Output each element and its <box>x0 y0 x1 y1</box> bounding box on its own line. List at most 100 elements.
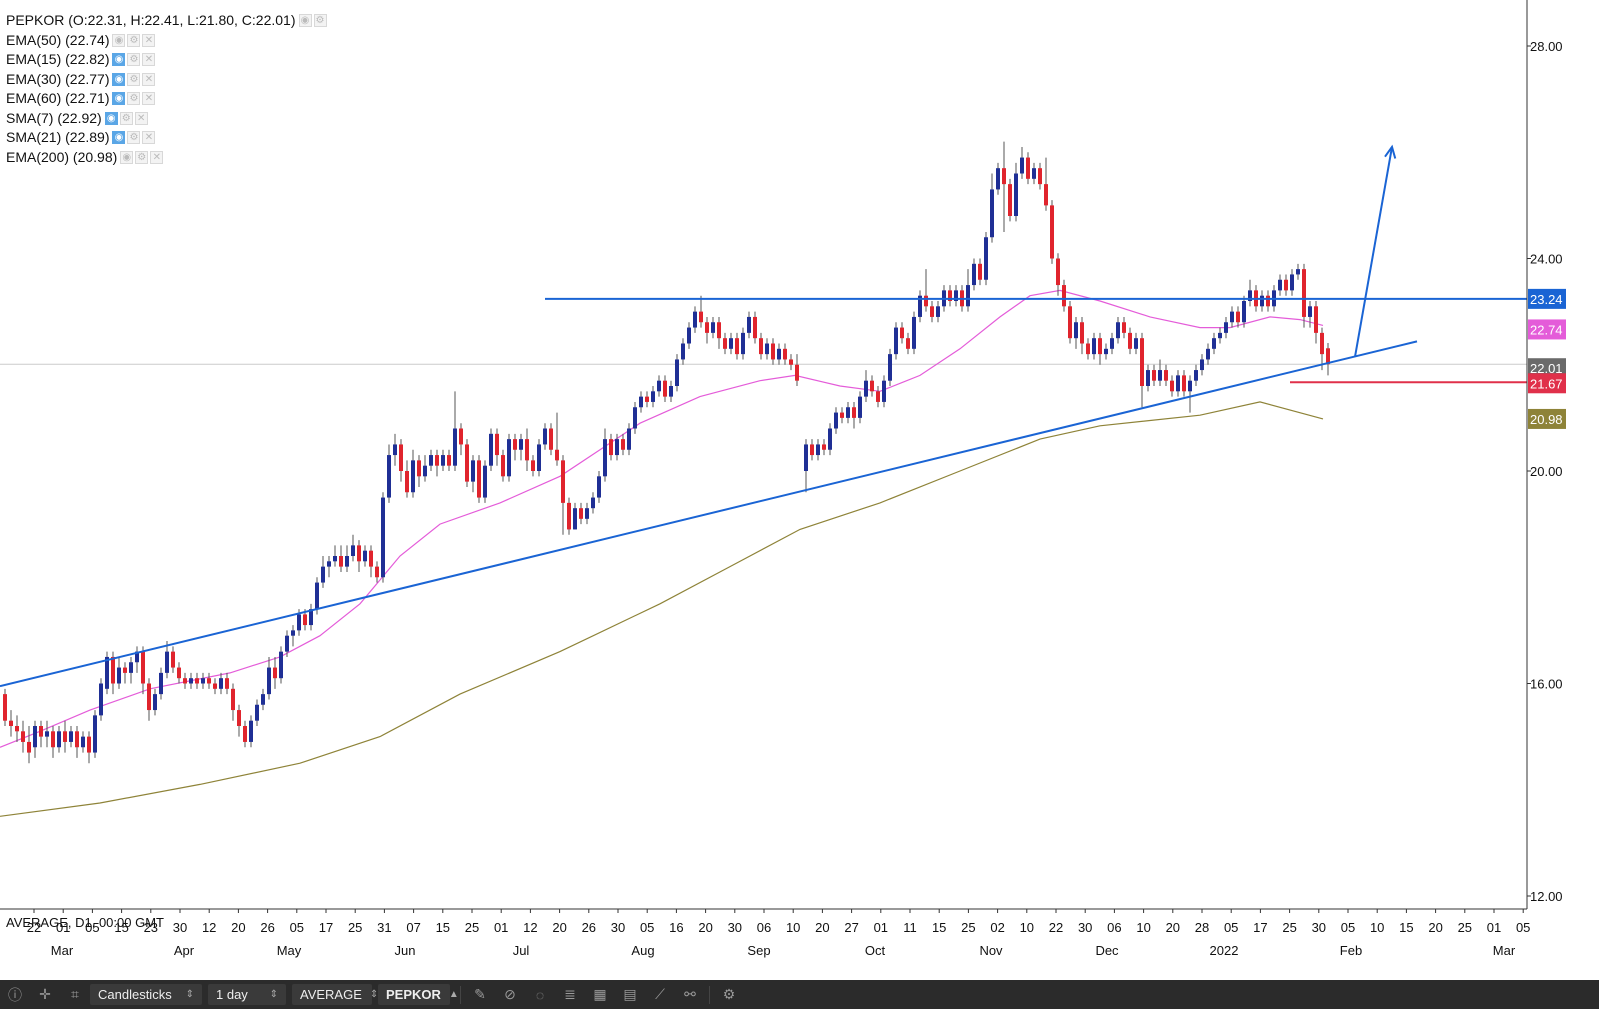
candle <box>321 556 325 588</box>
gear-icon[interactable]: ⚙ <box>127 131 141 145</box>
visibility-toggle-icon[interactable]: ◉ <box>112 33 126 47</box>
visibility-toggle-icon[interactable]: ◉ <box>112 72 126 86</box>
close-icon[interactable]: ✕ <box>150 150 164 164</box>
candle <box>765 338 769 360</box>
price-label-text: 22.01 <box>1530 361 1563 376</box>
candle-body <box>15 726 19 732</box>
candle <box>747 311 751 339</box>
gear-icon[interactable]: ⚙ <box>313 14 327 28</box>
visibility-toggle-icon[interactable]: ◉ <box>104 111 118 125</box>
drawings-layer[interactable] <box>0 144 1527 688</box>
candle-body <box>1308 306 1312 317</box>
candle-body <box>681 343 685 360</box>
candle-body <box>1122 322 1126 333</box>
candle <box>573 502 577 530</box>
pencil-icon[interactable]: ✎ <box>474 986 486 1002</box>
chart-area[interactable]: 12.00 16.00 20.00 24.00 28.00 22 01 05 15 23 30 12 2… <box>0 0 1599 980</box>
candle <box>954 285 958 307</box>
candle-body <box>609 439 613 456</box>
candle-body <box>411 460 415 493</box>
x-tick-label: 02 <box>990 920 1004 935</box>
chart-type-select[interactable]: Candlesticks ⇕ <box>90 984 202 1005</box>
link-chain-icon[interactable]: ⚯ <box>684 986 696 1002</box>
candle-body <box>471 460 475 482</box>
candle <box>729 332 733 355</box>
visibility-toggle-icon[interactable]: ◉ <box>112 131 126 145</box>
candle-body <box>57 731 61 748</box>
gear-icon[interactable]: ⚙ <box>127 72 141 86</box>
candle <box>1248 279 1252 307</box>
candle <box>135 646 139 673</box>
line-chart-icon[interactable]: ⟋ <box>655 986 665 1002</box>
candle-body <box>153 694 157 711</box>
gear-icon[interactable]: ⚙ <box>127 53 141 67</box>
candle-body <box>507 439 511 477</box>
candle <box>153 688 157 716</box>
x-tick-label: 05 <box>290 920 304 935</box>
source-select[interactable]: AVERAGE ⇕ <box>292 984 378 1005</box>
legend-text: SMA(7) (22.92) <box>6 109 102 126</box>
close-icon[interactable]: ✕ <box>142 131 156 145</box>
candle <box>579 502 583 525</box>
price-label-bg <box>1528 373 1566 394</box>
candle <box>858 391 862 424</box>
candle-body <box>291 630 295 636</box>
candle <box>423 455 427 482</box>
candle <box>339 545 343 572</box>
gear-icon[interactable]: ⚙ <box>135 150 149 164</box>
visibility-toggle-icon[interactable]: ◉ <box>120 150 134 164</box>
template-icon[interactable]: ▤ <box>623 986 637 1002</box>
close-icon[interactable]: ✕ <box>134 111 148 125</box>
x-tick-label: 30 <box>1312 920 1326 935</box>
close-icon[interactable]: ✕ <box>142 33 156 47</box>
candle-body <box>525 439 529 461</box>
visibility-toggle-icon[interactable]: ◉ <box>112 53 126 67</box>
info-icon[interactable]: ⓘ <box>8 986 22 1003</box>
candle-body <box>663 380 667 397</box>
candle <box>1302 263 1306 328</box>
candle <box>585 502 589 525</box>
candle-body <box>495 433 499 456</box>
gear-icon[interactable]: ⚙ <box>722 986 736 1002</box>
candle <box>876 386 880 408</box>
crop-icon[interactable]: ⌗ <box>71 986 79 1002</box>
gear-icon[interactable]: ⚙ <box>127 33 141 47</box>
candle-body <box>1068 306 1072 339</box>
gear-icon[interactable]: ⚙ <box>127 92 141 106</box>
grid-icon[interactable]: ▦ <box>593 986 607 1002</box>
candle-body <box>261 694 265 705</box>
candle <box>495 428 499 466</box>
gear-icon[interactable]: ⚙ <box>119 111 133 125</box>
candle-body <box>363 550 367 562</box>
close-icon[interactable]: ✕ <box>142 53 156 67</box>
visibility-toggle-icon[interactable]: ◉ <box>112 92 126 106</box>
close-icon[interactable]: ✕ <box>142 92 156 106</box>
candle <box>795 354 799 386</box>
interval-select[interactable]: 1 day ⇕ <box>208 984 286 1005</box>
eye-slash-icon[interactable]: ◌ <box>535 986 545 1003</box>
candle <box>1290 269 1294 296</box>
candle-body <box>1218 332 1222 339</box>
x-tick-label: 22 <box>1049 920 1063 935</box>
candle-body <box>1224 322 1228 333</box>
candle <box>567 497 571 535</box>
candle <box>645 391 649 408</box>
candle <box>783 343 787 365</box>
chevron-up-icon: ▲ <box>448 989 459 1000</box>
candle <box>663 375 667 402</box>
candle <box>675 354 679 392</box>
candle <box>693 306 697 333</box>
x-tick-label: 25 <box>1458 920 1472 935</box>
x-tick-label: 01 <box>494 920 508 935</box>
x-month-label: Apr <box>174 943 195 958</box>
candle-body <box>219 678 223 689</box>
price-chart[interactable]: 12.00 16.00 20.00 24.00 28.00 22 01 05 15 23 30 12 2… <box>0 0 1599 980</box>
crosshair-icon[interactable]: ✛ <box>39 986 51 1002</box>
close-icon[interactable]: ✕ <box>142 72 156 86</box>
link-icon[interactable]: ⊘ <box>504 986 516 1002</box>
candle-body <box>1104 348 1108 355</box>
symbol-select[interactable]: PEPKOR ▲ <box>378 984 459 1005</box>
candle <box>1020 146 1024 179</box>
indicators-icon[interactable]: ≣ <box>564 986 576 1002</box>
visibility-toggle-icon[interactable]: ◉ <box>298 14 312 28</box>
